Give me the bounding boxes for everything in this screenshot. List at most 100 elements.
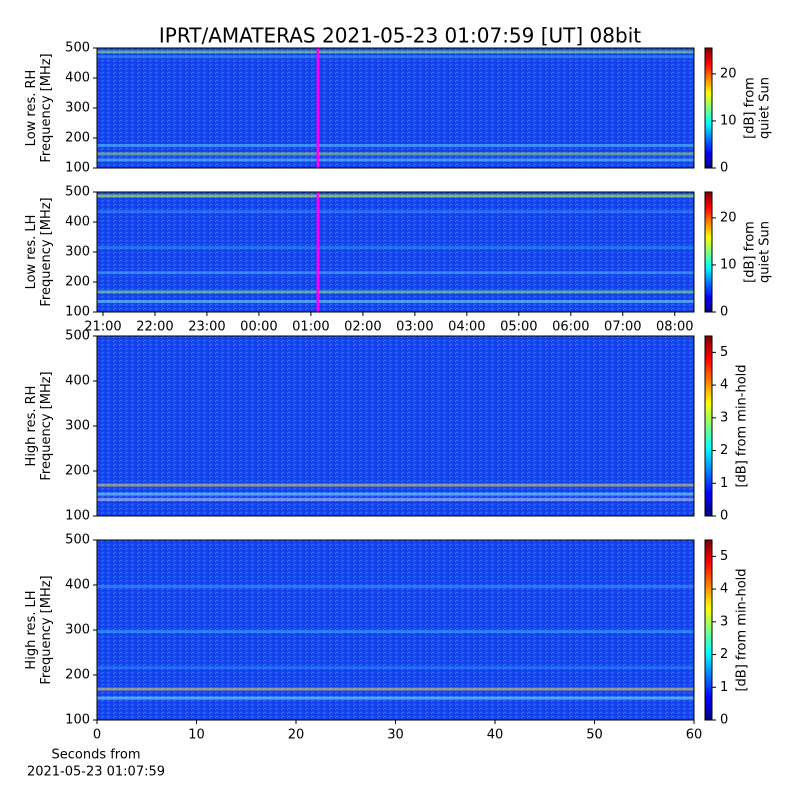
spectral-band (97, 492, 694, 496)
colorbar-label: quiet Sun (758, 77, 773, 139)
spectral-band (97, 666, 694, 669)
x-tick-label: 07:00 (604, 320, 641, 335)
spectral-band (97, 194, 694, 198)
colorbar (704, 335, 713, 517)
y-tick-label: 400 (65, 374, 90, 389)
y-tick-label: 500 (65, 533, 90, 548)
x-tick-label: 50 (586, 728, 603, 743)
x-tick-label: 30 (387, 728, 404, 743)
colorbar-tick-label: 4 (720, 582, 728, 597)
colorbar-tick-label: 10 (720, 257, 737, 272)
colorbar-tick-label: 1 (720, 476, 728, 491)
spectral-band (97, 300, 694, 303)
colorbar-tick-label: 5 (720, 345, 728, 360)
colorbar-tick-label: 0 (720, 509, 728, 524)
y-axis-label: Frequency [MHz] (39, 371, 54, 480)
x-tick-label: 00:00 (240, 320, 277, 335)
y-axis-label: Frequency [MHz] (39, 53, 54, 162)
y-tick-label: 400 (65, 215, 90, 230)
y-tick-label: 500 (65, 185, 90, 200)
spectrogram (97, 48, 694, 168)
spectral-band (97, 483, 694, 487)
spectral-band (97, 50, 694, 54)
x-tick-label: 08:00 (656, 320, 693, 335)
spectral-band (97, 55, 694, 59)
colorbar-tick-label: 1 (720, 680, 728, 695)
colorbar-tick-label: 20 (720, 210, 737, 225)
colorbar (704, 539, 713, 721)
x-tick-label: 20 (288, 728, 305, 743)
colorbar-tick-label: 4 (720, 378, 728, 393)
spectral-band (97, 246, 694, 249)
x-tick-label: 22:00 (136, 320, 173, 335)
y-axis-label: Frequency [MHz] (39, 575, 54, 684)
colorbar-tick-label: 3 (720, 410, 728, 425)
x-tick-label: 04:00 (448, 320, 485, 335)
spectral-band (97, 585, 694, 588)
colorbar-label: [dB] from min-hold (735, 568, 750, 691)
x-tick-label: 60 (686, 728, 703, 743)
y-axis-label: High res. RH (24, 386, 39, 467)
spectral-band (97, 152, 694, 156)
y-tick-label: 200 (65, 131, 90, 146)
y-tick-label: 500 (65, 41, 90, 56)
colorbar-label: [dB] from min-hold (735, 364, 750, 487)
spectral-band (97, 210, 694, 213)
y-axis-label: Low res. RH (24, 70, 39, 147)
spectral-band (97, 498, 694, 501)
spectral-band (97, 687, 694, 691)
spectral-band (97, 696, 694, 700)
y-tick-label: 200 (65, 464, 90, 479)
colorbar-tick-label: 2 (720, 443, 728, 458)
y-tick-label: 300 (65, 101, 90, 116)
y-tick-label: 100 (65, 161, 90, 176)
colorbar-label: [dB] from (743, 77, 758, 139)
y-tick-label: 500 (65, 329, 90, 344)
colorbar-tick-label: 10 (720, 113, 737, 128)
x-tick-label: 01:00 (292, 320, 329, 335)
colorbar-tick-label: 5 (720, 549, 728, 564)
colorbar-label: [dB] from (743, 221, 758, 283)
spectral-band (97, 290, 694, 294)
y-tick-label: 300 (65, 245, 90, 260)
x-tick-label: 03:00 (396, 320, 433, 335)
colorbar-label: quiet Sun (758, 221, 773, 283)
y-tick-label: 400 (65, 71, 90, 86)
x-tick-label: 21:00 (84, 320, 121, 335)
x-tick-label: 23:00 (188, 320, 225, 335)
x-tick-label: 40 (487, 728, 504, 743)
colorbar-tick-label: 20 (720, 66, 737, 81)
y-tick-label: 100 (65, 713, 90, 728)
y-tick-label: 400 (65, 578, 90, 593)
x-tick-label: 02:00 (344, 320, 381, 335)
y-axis-label: High res. LH (24, 590, 39, 669)
colorbar-tick-label: 0 (720, 713, 728, 728)
spectral-band (97, 144, 694, 147)
y-tick-label: 300 (65, 419, 90, 434)
colorbar (704, 47, 713, 169)
y-tick-label: 300 (65, 623, 90, 638)
y-tick-label: 100 (65, 305, 90, 320)
colorbar-tick-label: 3 (720, 614, 728, 629)
y-tick-label: 200 (65, 275, 90, 290)
colorbar-tick-label: 2 (720, 647, 728, 662)
spectral-band (97, 158, 694, 162)
spectrogram (97, 336, 694, 516)
y-tick-label: 200 (65, 668, 90, 683)
chart-title: IPRT/AMATERAS 2021-05-23 01:07:59 [UT] 0… (159, 24, 641, 48)
spectral-band (97, 271, 694, 275)
x-axis-label: Seconds from (51, 748, 140, 763)
x-tick-label: 06:00 (552, 320, 589, 335)
colorbar-tick-label: 0 (720, 305, 728, 320)
x-tick-label: 10 (188, 728, 205, 743)
x-axis-label: 2021-05-23 01:07:59 (27, 765, 165, 780)
y-axis-label: Low res. LH (24, 215, 39, 290)
colorbar-tick-label: 0 (720, 161, 728, 176)
x-tick-label: 05:00 (500, 320, 537, 335)
colorbar (704, 191, 713, 313)
y-axis-label: Frequency [MHz] (39, 197, 54, 306)
y-tick-label: 100 (65, 509, 90, 524)
spectral-band (97, 630, 694, 633)
x-tick-label: 0 (93, 728, 101, 743)
